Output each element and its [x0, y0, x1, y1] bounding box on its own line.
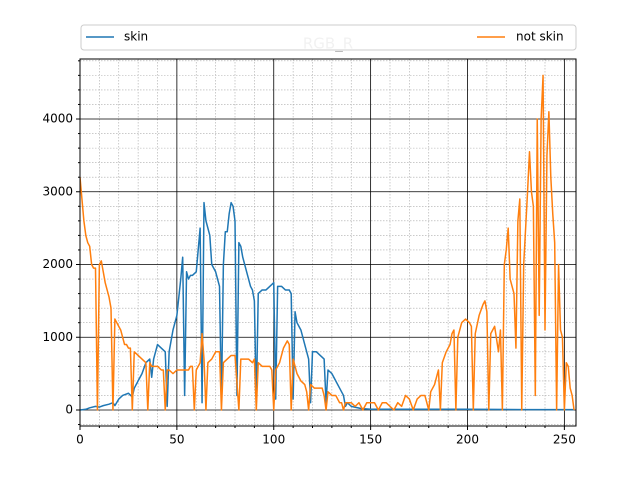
y-tick-label: 1000: [42, 330, 73, 344]
x-tick-label: 200: [456, 433, 479, 447]
legend-label: skin: [124, 30, 148, 44]
series-line: [80, 74, 575, 411]
legend-label: not skin: [516, 30, 564, 44]
series-line: [80, 201, 575, 411]
legend: skin not skin: [80, 24, 577, 51]
grid: [79, 59, 576, 426]
y-tick-label: 2000: [42, 257, 73, 271]
x-tick-label: 150: [359, 433, 382, 447]
lines: [80, 74, 575, 411]
y-tick-label: 0: [65, 402, 73, 416]
y-tick-label: 3000: [42, 184, 73, 198]
legend-box: [80, 24, 577, 51]
x-tick-label: 50: [169, 433, 184, 447]
plot-frame: [79, 58, 577, 427]
x-tick-label: 0: [76, 433, 84, 447]
x-tick-label: 100: [262, 433, 285, 447]
axes: 0 50 100 150 200 250 0 1000 2000 3000 4000: [42, 60, 576, 447]
x-tick-label: 250: [553, 433, 576, 447]
y-tick-label: 4000: [42, 112, 73, 126]
